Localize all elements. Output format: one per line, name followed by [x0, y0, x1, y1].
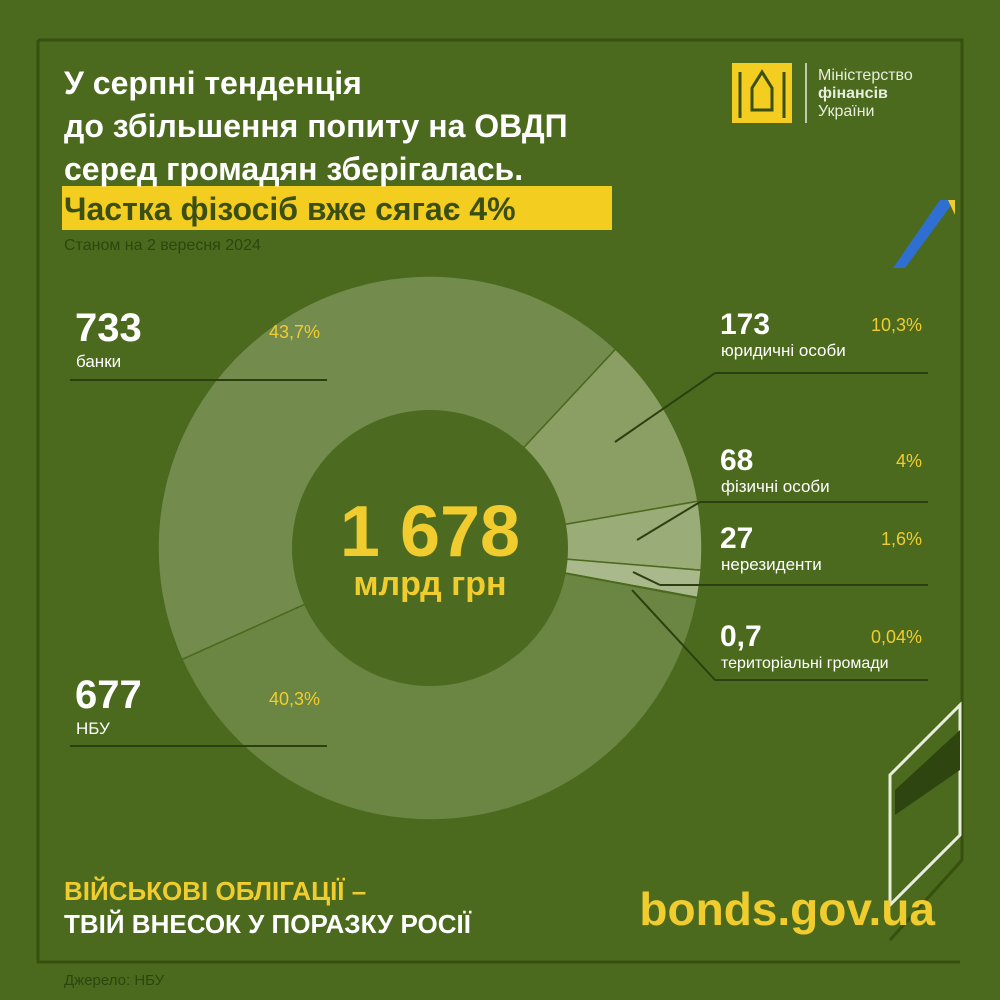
- share-label: 40,3%: [269, 689, 320, 709]
- share-label: 10,3%: [871, 315, 922, 335]
- logo-text: Міністерство: [818, 67, 913, 84]
- stripe-blue: [893, 200, 955, 268]
- share-label: 4%: [896, 451, 922, 471]
- value-label: 733: [75, 306, 142, 350]
- donut-hole: [292, 410, 568, 686]
- title-line: серед громадян зберігалась.: [64, 151, 523, 187]
- value-label: 27: [720, 522, 753, 555]
- unit: млрд грн: [353, 565, 506, 603]
- stripe-yellow: [948, 200, 955, 215]
- category-label: нерезиденти: [721, 555, 822, 574]
- category-label: територіальні громади: [721, 655, 889, 672]
- leader-line: [636, 501, 701, 541]
- title-line: У серпні тенденція: [64, 65, 362, 101]
- deco-fill: [895, 730, 960, 815]
- headline-highlight: [62, 186, 612, 230]
- logo-trident: [738, 69, 786, 118]
- category-label: банки: [76, 352, 121, 371]
- category-label: юридичні особи: [721, 341, 846, 360]
- category-label: НБУ: [76, 719, 110, 738]
- leader-line: [614, 372, 716, 443]
- category-label: фізичні особи: [721, 477, 830, 496]
- value-label: 0,7: [720, 620, 762, 653]
- deco-frame: [888, 701, 962, 909]
- share-label: 1,6%: [881, 529, 922, 549]
- leader-line: [631, 589, 716, 681]
- share-label: 0,04%: [871, 627, 922, 647]
- frame: [36, 38, 964, 964]
- website[interactable]: bonds.gov.ua: [639, 883, 935, 935]
- logo-text: фінансів: [818, 85, 888, 102]
- title-line: до збільшення попиту на ОВДП: [64, 108, 568, 144]
- value-label: 68: [720, 444, 753, 477]
- value-label: 173: [720, 308, 770, 341]
- value-label: 677: [75, 673, 142, 717]
- leader-line: [632, 571, 661, 586]
- subtitle: Станом на 2 вересня 2024: [64, 237, 261, 254]
- share-label: 43,7%: [269, 322, 320, 342]
- footer-line: ТВІЙ ВНЕСОК У ПОРАЗКУ РОСІЇ: [64, 909, 472, 939]
- total: 1 678: [340, 492, 520, 572]
- logo-text: України: [818, 103, 874, 120]
- source: Джерело: НБУ: [64, 972, 165, 989]
- headline: Частка фізосіб вже сягає 4%: [64, 191, 516, 227]
- footer-line: ВІЙСЬКОВІ ОБЛІГАЦІЇ –: [64, 876, 366, 906]
